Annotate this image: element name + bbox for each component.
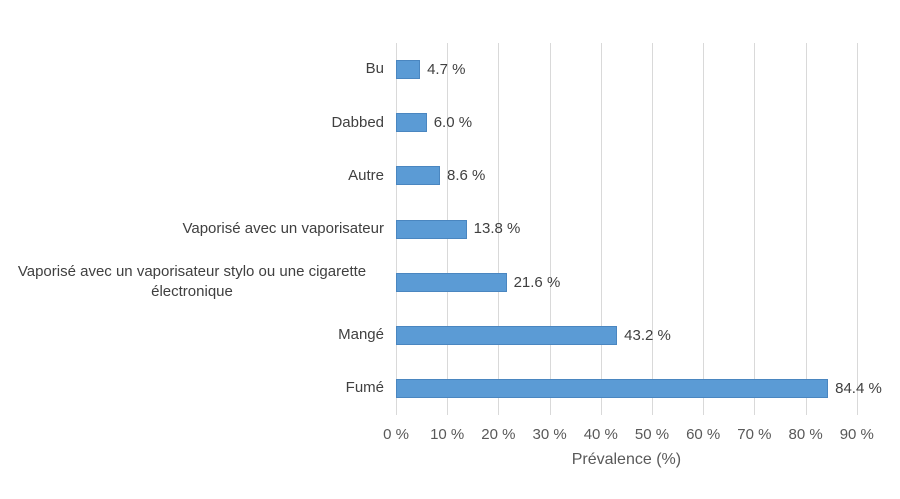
x-tick-label: 30 % bbox=[532, 426, 567, 443]
gridline bbox=[754, 43, 756, 415]
x-tick-label: 40 % bbox=[583, 426, 618, 443]
category-label: Bu bbox=[0, 43, 384, 96]
x-tick-label: 90 % bbox=[839, 426, 874, 443]
category-label-text: Autre bbox=[348, 166, 384, 184]
gridline bbox=[652, 43, 653, 415]
category-label-text: Vaporisé avec un vaporisateur bbox=[182, 219, 384, 237]
category-label: Vaporisé avec un vaporisateur stylo ou u… bbox=[0, 256, 384, 309]
bar bbox=[396, 325, 618, 345]
value-label: 6.0 % bbox=[433, 114, 473, 132]
bar bbox=[396, 378, 829, 398]
gridline bbox=[600, 43, 602, 415]
gridline bbox=[703, 43, 705, 415]
x-tick-label: 70 % bbox=[737, 426, 772, 443]
gridline bbox=[549, 43, 551, 415]
category-label-text: Vaporisé avec un vaporisateur stylo ou u… bbox=[17, 262, 367, 301]
category-label: Vaporisé avec un vaporisateur bbox=[0, 202, 384, 255]
gridline bbox=[498, 43, 500, 415]
category-label: Fumé bbox=[0, 362, 384, 415]
gridline bbox=[856, 43, 858, 415]
bar bbox=[396, 166, 441, 186]
bar bbox=[396, 272, 507, 292]
category-label: Mangé bbox=[0, 309, 384, 362]
x-tick-label: 60 % bbox=[686, 426, 721, 443]
bar bbox=[396, 60, 421, 80]
x-tick-label: 50 % bbox=[634, 426, 670, 443]
value-label: 4.7 % bbox=[427, 61, 466, 79]
value-label: 8.6 % bbox=[447, 167, 486, 185]
value-label: 84.4 % bbox=[835, 379, 882, 397]
value-label: 21.6 % bbox=[513, 273, 561, 291]
bar bbox=[396, 113, 427, 133]
category-label: Autre bbox=[0, 149, 384, 202]
category-label-text: Dabbed bbox=[331, 113, 384, 131]
category-label-text: Mangé bbox=[338, 326, 384, 344]
x-tick-label: 0 % bbox=[383, 426, 409, 443]
category-label: Dabbed bbox=[0, 96, 384, 149]
x-tick-label: 80 % bbox=[788, 426, 823, 443]
category-label-text: Bu bbox=[365, 60, 384, 78]
value-label: 43.2 % bbox=[624, 326, 671, 344]
category-label-text: Fumé bbox=[345, 379, 384, 397]
x-axis-title: Prévalence (%) bbox=[571, 451, 682, 468]
gridline bbox=[805, 43, 807, 415]
x-tick-label: 20 % bbox=[481, 426, 516, 443]
bar bbox=[396, 219, 467, 239]
x-tick-label: 10 % bbox=[430, 426, 465, 443]
value-label: 13.8 % bbox=[473, 220, 521, 238]
